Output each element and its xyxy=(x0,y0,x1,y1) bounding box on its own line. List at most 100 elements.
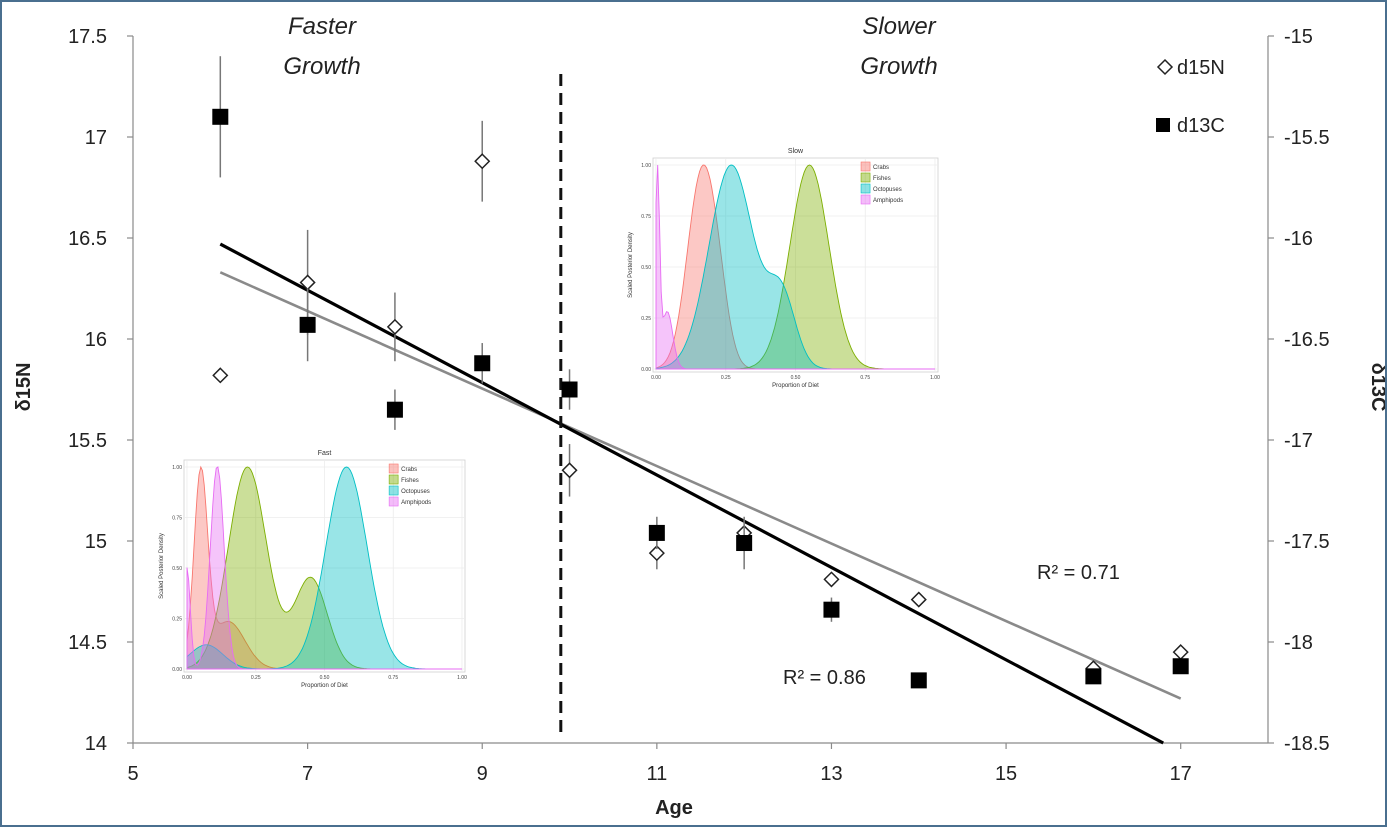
point-d13c xyxy=(561,381,578,398)
legend: d15N d13C xyxy=(1156,57,1225,137)
inset-y-label: Scaled Posterior Density xyxy=(628,232,634,298)
y-tick-label: 16 xyxy=(85,329,107,351)
point-d13c xyxy=(910,672,927,689)
y-tick-label: 16.5 xyxy=(68,228,107,250)
inset-legend-label: Octopuses xyxy=(401,489,430,495)
x-tick-label: 13 xyxy=(820,763,842,785)
inset-legend-label: Octopuses xyxy=(873,187,902,193)
inset-legend-swatch-octopuses xyxy=(860,183,871,194)
inset-y-tick-label: 0.50 xyxy=(172,566,182,572)
y2-tick-label: -16.5 xyxy=(1284,329,1330,351)
data-points xyxy=(212,56,1189,689)
y-tick-label: 15.5 xyxy=(68,430,107,452)
inset-legend-swatch-octopuses xyxy=(388,485,399,496)
inset-y-tick-label: 0.75 xyxy=(172,516,182,522)
faster-label-line1: Faster xyxy=(288,13,357,40)
faster-label-line2: Growth xyxy=(283,53,360,80)
inset-y-tick-label: 0.75 xyxy=(641,214,651,220)
y2-tick-label: -18.5 xyxy=(1284,733,1330,755)
point-d13c xyxy=(648,524,665,541)
inset-y-tick-label: 0.25 xyxy=(172,617,182,623)
inset-y-tick-label: 0.25 xyxy=(641,316,651,322)
point-d13c xyxy=(823,601,840,618)
y-tick-label: 17.5 xyxy=(68,26,107,48)
point-d13c xyxy=(474,355,491,372)
inset-x-tick-label: 0.75 xyxy=(388,675,398,681)
point-d13c xyxy=(1085,668,1102,685)
inset-legend-swatch-crabs xyxy=(388,463,399,474)
inset-x-tick-label: 0.00 xyxy=(651,375,661,381)
y-tick-label: 17 xyxy=(85,127,107,149)
slower-label-line1: Slower xyxy=(862,13,936,40)
inset-y-tick-label: 0.00 xyxy=(641,367,651,373)
point-d15n xyxy=(386,318,403,335)
inset-legend-label: Crabs xyxy=(401,467,417,473)
inset-density-octopuses xyxy=(186,466,462,670)
x-tick-label: 15 xyxy=(995,763,1017,785)
inset-x-label: Proportion of Diet xyxy=(301,683,348,689)
inset-x-tick-label: 0.00 xyxy=(182,675,192,681)
point-d15n xyxy=(212,367,229,384)
x-tick-label: 11 xyxy=(646,763,667,785)
inset-y-tick-label: 1.00 xyxy=(172,465,182,471)
inset-legend-swatch-fishes xyxy=(388,474,399,485)
legend-d13c-marker xyxy=(1156,118,1170,132)
point-d13c xyxy=(299,316,316,333)
inset-legend-swatch-fishes xyxy=(860,172,871,183)
inset-y-label: Scaled Posterior Density xyxy=(159,533,165,599)
inset-legend-label: Amphipods xyxy=(401,500,431,506)
point-d15n xyxy=(1172,644,1189,661)
legend-d13c-label: d13C xyxy=(1177,115,1225,137)
point-d15n xyxy=(910,591,927,608)
inset-legend-label: Fishes xyxy=(401,478,419,484)
trend-line-d15n xyxy=(219,271,1182,700)
slower-label-line2: Growth xyxy=(860,53,937,80)
trend-lines xyxy=(219,242,1182,745)
r2-d13c-label: R² = 0.86 xyxy=(783,667,866,689)
y-axis-title: δ15N xyxy=(13,363,35,412)
inset-title: Slow xyxy=(788,148,804,155)
x-tick-label: 9 xyxy=(477,763,488,785)
trend-line-d13c xyxy=(219,242,1164,745)
inset-legend-label: Fishes xyxy=(873,176,891,182)
x-tick-label: 17 xyxy=(1170,763,1192,785)
point-d15n xyxy=(648,545,665,562)
inset-legend-label: Amphipods xyxy=(873,198,903,204)
legend-d15n-label: d15N xyxy=(1177,57,1225,79)
y2-tick-label: -18 xyxy=(1284,632,1313,654)
y-tick-label: 14.5 xyxy=(68,632,107,654)
inset-y-tick-label: 0.50 xyxy=(641,265,651,271)
inset-x-tick-label: 0.50 xyxy=(791,375,801,381)
inset-legend-label: Crabs xyxy=(873,165,889,171)
point-d13c xyxy=(1172,658,1189,675)
inset-legend-swatch-crabs xyxy=(860,161,871,172)
inset-x-tick-label: 1.00 xyxy=(457,675,467,681)
point-d15n xyxy=(823,571,840,588)
axes: 14 14.5 15 15.5 16 16.5 17 17.5 -18.5 -18 -17.5 -17… xyxy=(68,26,1330,785)
inset-legend-swatch-amphipods xyxy=(388,496,399,507)
inset-density-amphipods xyxy=(186,466,462,670)
legend-d15n-marker xyxy=(1156,58,1174,76)
point-d13c xyxy=(212,108,229,125)
y2-tick-label: -15.5 xyxy=(1284,127,1330,149)
inset-x-tick-label: 0.75 xyxy=(860,375,870,381)
x-axis-title: Age xyxy=(655,797,693,819)
inset-x-label: Proportion of Diet xyxy=(772,383,819,389)
y2-tick-label: -17.5 xyxy=(1284,531,1330,553)
inset-x-tick-label: 1.00 xyxy=(930,375,940,381)
y-tick-label: 14 xyxy=(85,733,107,755)
inset-x-tick-label: 0.25 xyxy=(721,375,731,381)
inset-legend-swatch-amphipods xyxy=(860,194,871,205)
inset-y-tick-label: 0.00 xyxy=(172,667,182,673)
point-d13c xyxy=(736,535,753,552)
x-tick-label: 7 xyxy=(302,763,313,785)
inset-fast: Fast 0.00 0.25 0.50 0.75 1.00 0.00 0.25 0.50 0.75… xyxy=(157,446,473,692)
y2-axis-title: δ13C xyxy=(1367,363,1385,412)
y2-tick-label: -16 xyxy=(1284,228,1313,250)
x-tick-label: 5 xyxy=(127,763,138,785)
inset-slow: Slow 0.00 0.25 0.50 0.75 1.00 0.00 0.25 0.50 0.75… xyxy=(626,144,946,392)
inset-density-amphipods xyxy=(655,164,935,370)
inset-x-tick-label: 0.50 xyxy=(320,675,330,681)
